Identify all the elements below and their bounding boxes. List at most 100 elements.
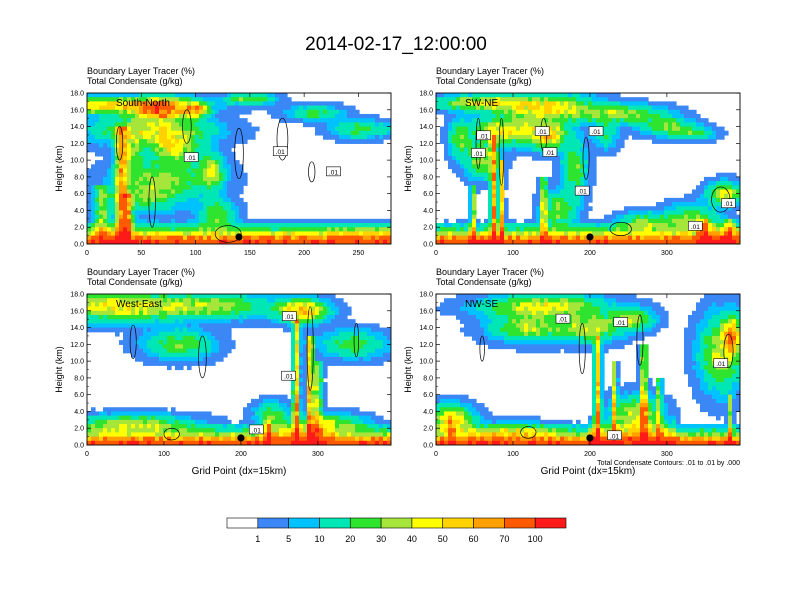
field-cell: [660, 134, 665, 140]
field-cell: [163, 424, 168, 429]
field-cell: [107, 109, 112, 115]
field-cell: [143, 134, 148, 140]
field-cell: [159, 440, 164, 445]
field-cell: [143, 231, 148, 237]
field-cell: [335, 223, 340, 228]
field-cell: [624, 223, 629, 228]
field-cell: [163, 185, 168, 191]
field-cell: [708, 130, 713, 136]
field-cell: [676, 227, 681, 233]
field-cell: [103, 118, 108, 123]
field-cell: [548, 134, 553, 140]
field-cell: [656, 105, 661, 111]
field-cell: [175, 348, 180, 354]
field-cell: [95, 415, 100, 421]
field-cell: [608, 105, 613, 111]
field-cell: [448, 160, 453, 165]
field-cell: [584, 122, 589, 128]
field-cell: [712, 223, 717, 228]
field-cell: [207, 223, 212, 228]
field-cell: [732, 185, 737, 191]
field-cell: [488, 210, 493, 216]
field-cell: [87, 185, 92, 191]
field-cell: [660, 109, 665, 115]
field-cell: [191, 197, 196, 203]
field-cell: [592, 101, 597, 107]
field-cell: [307, 118, 312, 123]
field-cell: [660, 122, 665, 128]
field-cell: [199, 218, 204, 224]
field-cell: [171, 105, 176, 111]
field-cell: [127, 407, 132, 413]
field-cell: [127, 411, 132, 417]
field-cell: [696, 130, 701, 136]
field-cell: [243, 139, 248, 144]
field-cell: [371, 126, 376, 132]
field-cell: [123, 314, 128, 320]
field-cell: [187, 97, 192, 102]
field-cell: [452, 164, 457, 170]
field-cell: [548, 176, 553, 182]
field-cell: [103, 227, 108, 233]
field-cell: [612, 93, 617, 98]
field-cell: [532, 126, 537, 132]
field-cell: [235, 314, 240, 320]
field-cell: [207, 130, 212, 136]
field-cell: [131, 415, 136, 421]
field-cell: [676, 223, 681, 228]
field-cell: [231, 202, 236, 207]
field-cell: [556, 118, 561, 123]
field-cell: [692, 139, 697, 144]
field-cell: [572, 130, 577, 136]
field-cell: [508, 134, 513, 140]
field-cell: [151, 101, 156, 107]
field-cell: [235, 130, 240, 136]
field-cell: [215, 105, 220, 111]
field-cell: [87, 189, 92, 195]
field-cell: [616, 143, 621, 149]
field-cell: [151, 348, 156, 354]
field-cell: [640, 97, 645, 102]
field-cell: [251, 302, 256, 308]
field-cell: [131, 340, 136, 345]
field-cell: [259, 394, 264, 400]
field-cell: [580, 126, 585, 132]
field-cell: [223, 122, 228, 128]
field-cell: [107, 164, 112, 170]
field-cell: [227, 440, 232, 445]
field-cell: [460, 176, 465, 182]
field-cell: [187, 143, 192, 149]
field-cell: [588, 155, 593, 161]
field-cell: [263, 319, 268, 324]
field-cell: [492, 218, 497, 224]
field-cell: [259, 319, 264, 324]
field-cell: [259, 314, 264, 320]
field-cell: [331, 231, 336, 237]
field-cell: [191, 298, 196, 303]
field-cell: [243, 134, 248, 140]
field-cell: [644, 118, 649, 123]
field-cell: [167, 130, 172, 136]
field-cell: [684, 113, 689, 119]
field-cell: [131, 298, 136, 303]
field-cell: [632, 109, 637, 115]
field-cell: [135, 424, 140, 429]
field-cell: [636, 126, 641, 132]
field-cell: [375, 113, 380, 119]
field-cell: [191, 160, 196, 165]
field-cell: [460, 93, 465, 98]
field-cell: [556, 134, 561, 140]
field-cell: [187, 181, 192, 186]
field-cell: [167, 126, 172, 132]
field-cell: [139, 319, 144, 324]
field-cell: [203, 172, 208, 178]
field-cell: [171, 335, 176, 341]
field-cell: [624, 231, 629, 237]
field-cell: [492, 134, 497, 140]
field-cell: [111, 122, 116, 128]
field-cell: [556, 164, 561, 170]
field-cell: [223, 436, 228, 442]
field-cell: [263, 223, 268, 228]
field-cell: [472, 130, 477, 136]
field-cell: [135, 235, 140, 241]
